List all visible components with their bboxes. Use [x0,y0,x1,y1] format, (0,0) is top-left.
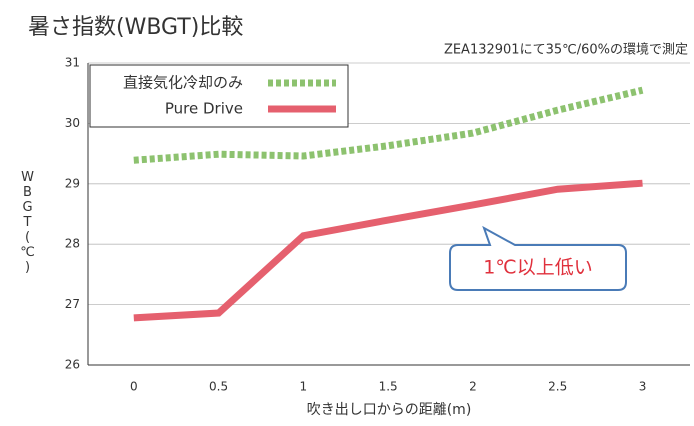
x-tick-label: 3 [639,380,647,394]
y-tick-label: 26 [65,358,80,372]
x-tick-label: 1 [300,380,308,394]
callout [449,225,627,291]
legend-label: 直接気化冷却のみ [123,74,243,92]
legend-box [89,64,349,128]
y-tick-label: 30 [65,116,80,130]
x-tick-label: 0 [130,380,138,394]
x-tick-label: 1.5 [379,380,398,394]
y-tick-label: 28 [65,237,80,251]
legend-label: Pure Drive [165,100,243,118]
y-axis-label: WBGT(℃) [20,170,35,275]
series-line [133,179,643,322]
annotation: 1℃以上低い [483,257,592,279]
x-tick-label: 2 [469,380,477,394]
x-tick-label: 2.5 [548,380,567,394]
series-line [133,86,644,164]
chart-subtitle: ZEA132901にて35℃/60%の環境で測定 [444,43,688,58]
x-axis-label: 吹き出し口からの距離(m) [307,401,472,418]
y-tick-label: 31 [65,56,80,70]
x-tick-label: 0.5 [209,380,228,394]
y-tick-label: 27 [65,297,80,311]
chart-title: 暑さ指数(WBGT)比較 [28,15,243,40]
y-tick-label: 29 [65,176,80,190]
